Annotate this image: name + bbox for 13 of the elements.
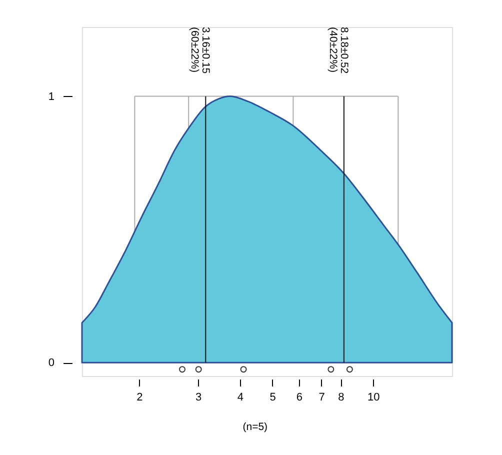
y-tick-label: 1 xyxy=(48,90,54,103)
x-tick-label: 5 xyxy=(270,392,276,404)
ref-line-label: 8.18±0.52 (40±22%) xyxy=(326,27,350,74)
x-tick-label: 6 xyxy=(296,392,302,404)
x-tick-label: 10 xyxy=(368,392,380,404)
x-tick-label: 2 xyxy=(136,392,143,404)
text: (n=5) xyxy=(242,421,268,433)
x-tick-label: 3 xyxy=(196,392,202,404)
ref-line-label: 3.16±0.15 (60±22%) xyxy=(188,27,212,74)
y-tick-label: 0 xyxy=(48,357,54,370)
x-tick-label: 8 xyxy=(338,392,344,404)
x-tick-label: 4 xyxy=(237,392,244,404)
x-tick-label: 7 xyxy=(318,392,325,404)
